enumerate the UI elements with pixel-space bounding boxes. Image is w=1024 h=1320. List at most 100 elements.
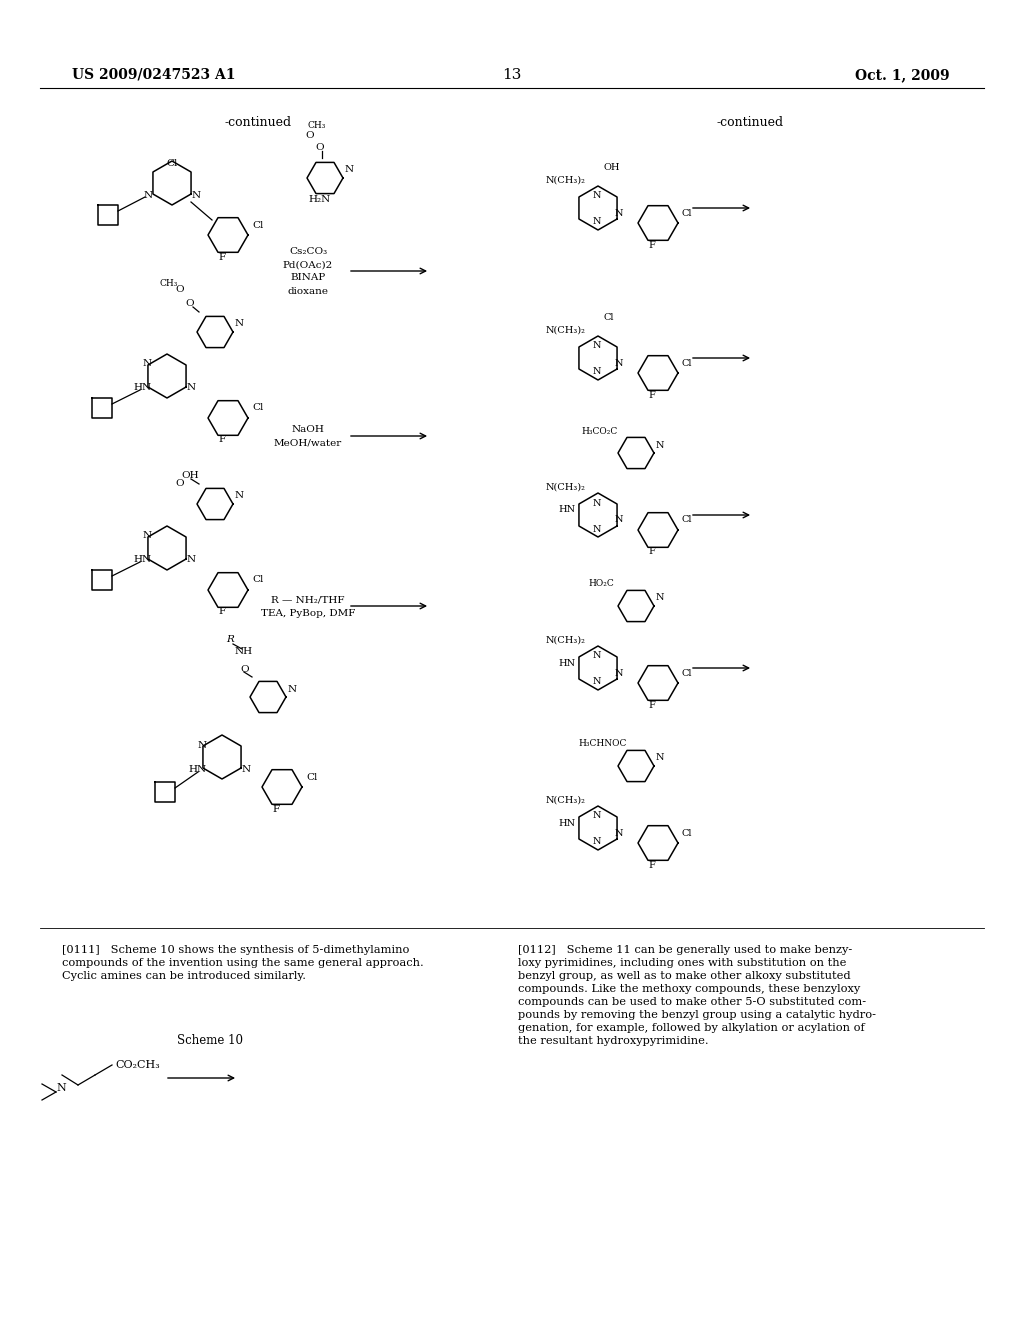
Text: the resultant hydroxypyrimidine.: the resultant hydroxypyrimidine.: [518, 1036, 709, 1045]
Text: F: F: [218, 436, 225, 445]
Text: N(CH₃)₂: N(CH₃)₂: [546, 796, 586, 804]
Text: Cl: Cl: [252, 220, 263, 230]
Text: N: N: [656, 594, 665, 602]
Text: genation, for example, followed by alkylation or acylation of: genation, for example, followed by alkyl…: [518, 1023, 864, 1034]
Text: O: O: [305, 132, 313, 140]
Text: HN: HN: [134, 384, 152, 392]
Text: N: N: [345, 165, 354, 174]
Text: F: F: [272, 804, 280, 813]
Text: N: N: [198, 741, 207, 750]
Text: N: N: [143, 359, 152, 368]
Text: compounds can be used to make other 5-O substituted com-: compounds can be used to make other 5-O …: [518, 997, 866, 1007]
Text: Cs₂CO₃: Cs₂CO₃: [289, 248, 327, 256]
Text: N(CH₃)₂: N(CH₃)₂: [546, 635, 586, 644]
Text: N: N: [593, 499, 601, 507]
Text: compounds. Like the methoxy compounds, these benzyloxy: compounds. Like the methoxy compounds, t…: [518, 983, 860, 994]
Text: N: N: [593, 652, 601, 660]
Text: N: N: [593, 191, 601, 201]
Text: N: N: [656, 441, 665, 450]
Text: N: N: [187, 556, 197, 565]
Text: HN: HN: [559, 506, 575, 515]
Text: N: N: [242, 764, 251, 774]
Text: N: N: [593, 524, 601, 533]
Text: N: N: [234, 319, 244, 329]
Text: Pd(OAc)2: Pd(OAc)2: [283, 260, 333, 269]
Text: CH₃: CH₃: [160, 280, 178, 289]
Text: N: N: [187, 384, 197, 392]
Text: N: N: [593, 812, 601, 821]
Text: N(CH₃)₂: N(CH₃)₂: [546, 326, 586, 334]
Text: F: F: [648, 701, 655, 710]
Text: NaOH: NaOH: [292, 425, 325, 434]
Text: [0111]   Scheme 10 shows the synthesis of 5-dimethylamino: [0111] Scheme 10 shows the synthesis of …: [62, 945, 410, 954]
Text: N: N: [615, 359, 624, 367]
Text: CH₃: CH₃: [308, 121, 327, 131]
Text: 13: 13: [503, 69, 521, 82]
Text: loxy pyrimidines, including ones with substitution on the: loxy pyrimidines, including ones with su…: [518, 958, 847, 968]
Text: Scheme 10: Scheme 10: [177, 1034, 243, 1047]
Text: HN: HN: [559, 659, 575, 668]
Text: F: F: [648, 240, 655, 249]
Text: R: R: [226, 635, 233, 644]
Text: N: N: [593, 677, 601, 686]
Text: N: N: [143, 532, 152, 540]
Text: O: O: [175, 479, 183, 488]
Text: dioxane: dioxane: [288, 286, 329, 296]
Text: N: N: [593, 837, 601, 846]
Text: O: O: [240, 664, 249, 673]
Text: Cl: Cl: [306, 772, 317, 781]
Text: N: N: [615, 668, 624, 677]
Text: TEA, PyBop, DMF: TEA, PyBop, DMF: [261, 609, 355, 618]
Text: N: N: [593, 342, 601, 351]
Text: OH: OH: [603, 164, 620, 173]
Text: N: N: [656, 754, 665, 763]
Text: pounds by removing the benzyl group using a catalytic hydro-: pounds by removing the benzyl group usin…: [518, 1010, 876, 1020]
Text: N: N: [615, 516, 624, 524]
Text: Cl: Cl: [252, 576, 263, 585]
Text: OH: OH: [181, 471, 199, 480]
Text: Cl: Cl: [252, 404, 263, 412]
Text: Cl: Cl: [682, 668, 692, 677]
Text: -continued: -continued: [224, 116, 292, 128]
Text: N(CH₃)₂: N(CH₃)₂: [546, 176, 586, 185]
Text: O: O: [185, 300, 195, 309]
Text: Cl: Cl: [682, 516, 692, 524]
Text: Cl: Cl: [603, 314, 613, 322]
Text: F: F: [218, 253, 225, 263]
Text: benzyl group, as well as to make other alkoxy substituted: benzyl group, as well as to make other a…: [518, 972, 851, 981]
Text: HN: HN: [134, 556, 152, 565]
Text: F: F: [648, 391, 655, 400]
Text: H₂N: H₂N: [309, 195, 331, 205]
Text: Oct. 1, 2009: Oct. 1, 2009: [855, 69, 950, 82]
Text: US 2009/0247523 A1: US 2009/0247523 A1: [72, 69, 236, 82]
Text: HN: HN: [559, 818, 575, 828]
Text: H₃CHNOC: H₃CHNOC: [578, 739, 627, 748]
Text: O: O: [175, 285, 183, 294]
Text: [0112]   Scheme 11 can be generally used to make benzy-: [0112] Scheme 11 can be generally used t…: [518, 945, 852, 954]
Text: -continued: -continued: [717, 116, 783, 128]
Text: N: N: [288, 685, 297, 693]
Text: BINAP: BINAP: [291, 273, 326, 282]
Text: F: F: [648, 861, 655, 870]
Text: O: O: [315, 144, 325, 153]
Text: N: N: [593, 367, 601, 376]
Text: N: N: [234, 491, 244, 500]
Text: MeOH/water: MeOH/water: [273, 438, 342, 447]
Text: N: N: [144, 190, 153, 199]
Text: Cyclic amines can be introduced similarly.: Cyclic amines can be introduced similarl…: [62, 972, 306, 981]
Text: Cl: Cl: [682, 829, 692, 837]
Text: Cl: Cl: [682, 209, 692, 218]
Text: CO₂CH₃: CO₂CH₃: [115, 1060, 160, 1071]
Text: Cl: Cl: [166, 158, 178, 168]
Text: compounds of the invention using the same general approach.: compounds of the invention using the sam…: [62, 958, 424, 968]
Text: Cl: Cl: [682, 359, 692, 367]
Text: N: N: [56, 1082, 66, 1093]
Text: N: N: [615, 829, 624, 837]
Text: N(CH₃)₂: N(CH₃)₂: [546, 483, 586, 491]
Text: F: F: [218, 607, 225, 616]
Text: HN: HN: [188, 764, 207, 774]
Text: N: N: [615, 209, 624, 218]
Text: N: N: [193, 190, 201, 199]
Text: NH: NH: [234, 648, 253, 656]
Text: R — NH₂/THF: R — NH₂/THF: [271, 595, 345, 605]
